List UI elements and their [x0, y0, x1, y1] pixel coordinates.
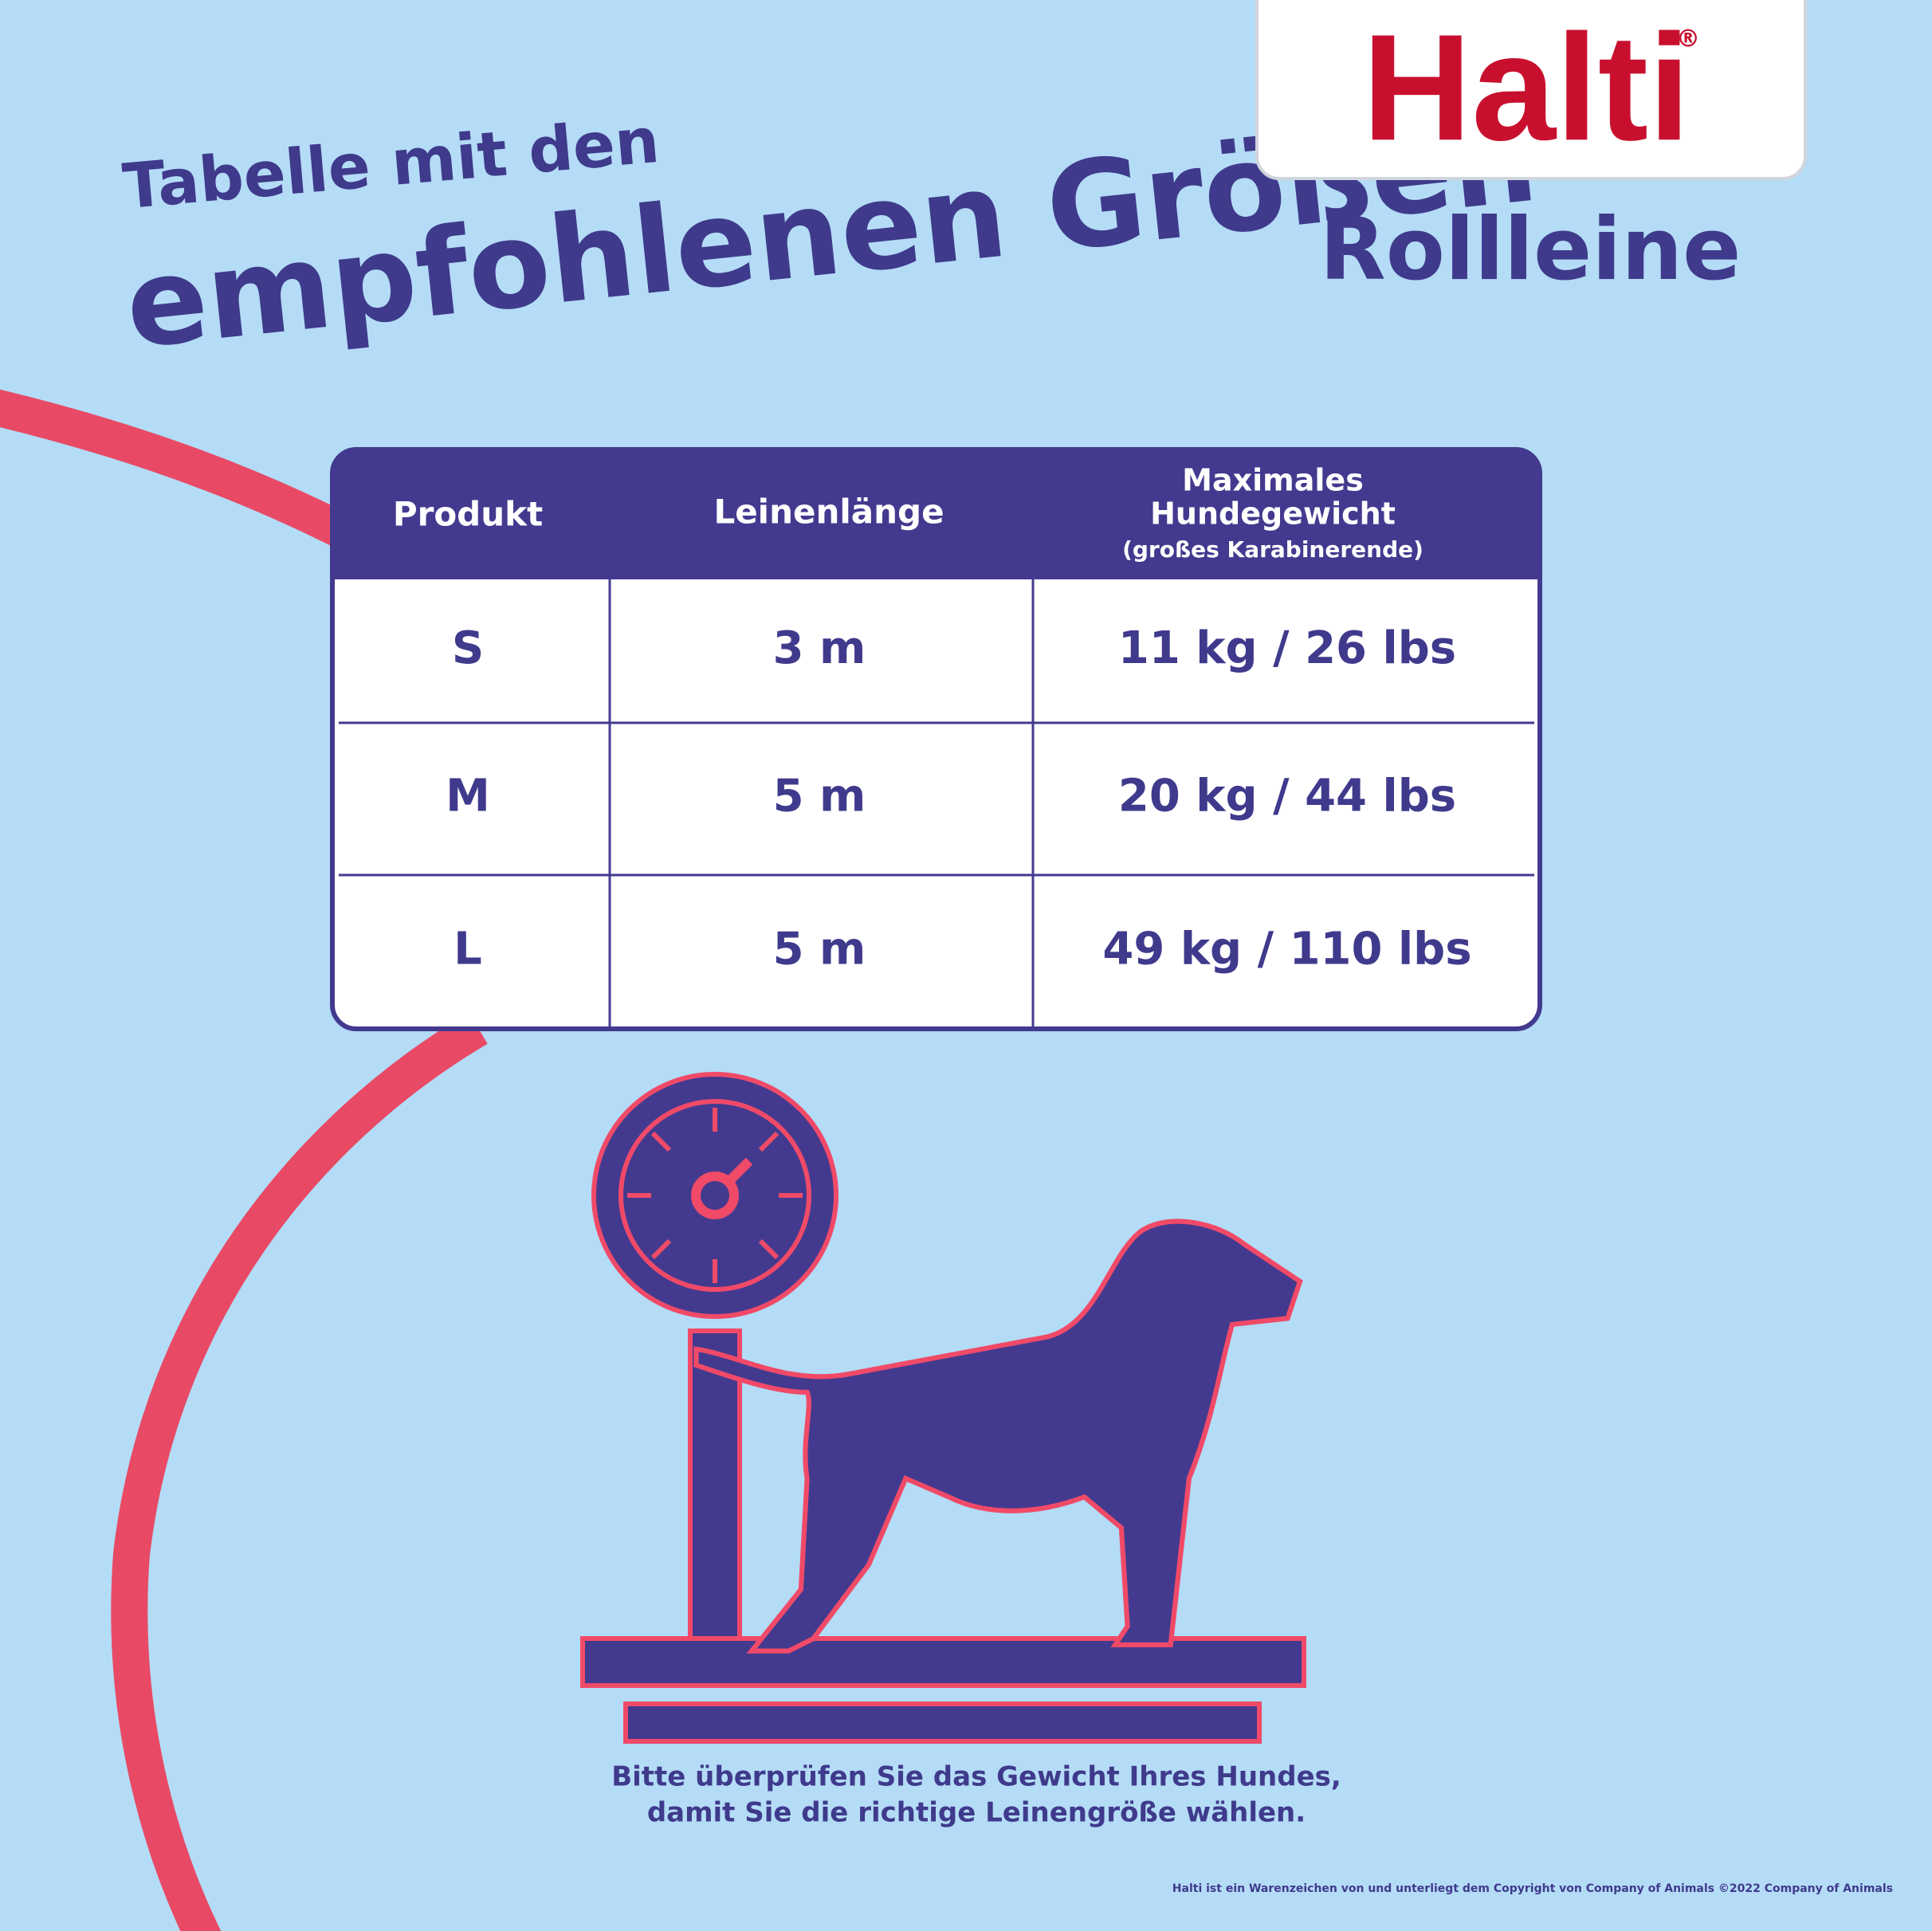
logo-mark: ® — [1676, 26, 1700, 53]
scale-dial-ring — [618, 1099, 811, 1292]
scale-base — [623, 1701, 1262, 1744]
table-header: Produkt — [393, 495, 543, 534]
illustration — [580, 1072, 1306, 1744]
table-cell: L — [454, 924, 482, 975]
table-cell: S — [452, 622, 484, 674]
table-cell: M — [446, 771, 490, 822]
table-header-note: (großes Karabinerende) — [1122, 536, 1423, 563]
table-header: Maximales — [1182, 463, 1364, 498]
note-line: Bitte überprüfen Sie das Gewicht Ihres H… — [611, 1761, 1341, 1793]
table: Produkt Leinenlänge Maximales Hundegewic… — [339, 463, 1534, 1029]
table-cell: 5 m — [773, 924, 866, 975]
logo-brand: Halti — [1362, 3, 1690, 172]
logo-box — [1255, 0, 1807, 180]
table-cell: 49 kg / 110 lbs — [1102, 924, 1471, 975]
leash-curve — [111, 1012, 488, 1931]
note-line: damit Sie die richtige Leinengröße wähle… — [647, 1797, 1306, 1829]
shape — [758, 1131, 779, 1152]
table-header: Hundegewicht — [1150, 496, 1396, 532]
table-cell: 5 m — [773, 771, 866, 822]
dog — [693, 1219, 1303, 1654]
scale-post — [688, 1329, 742, 1641]
table-cell: 11 kg / 26 lbs — [1118, 622, 1456, 674]
shape — [758, 1238, 779, 1260]
scale-ticks — [627, 1108, 803, 1283]
shape — [650, 1131, 672, 1152]
product-name: Rollleine — [1320, 200, 1742, 300]
scale-platform — [580, 1636, 1306, 1688]
table-header: Leinenlänge — [713, 493, 944, 532]
shape — [650, 1238, 672, 1260]
table-cell: 20 kg / 44 lbs — [1118, 771, 1456, 822]
footer: Halti ist ein Warenzeichen von und unter… — [1172, 1882, 1893, 1895]
scale-hub — [691, 1172, 739, 1219]
table-header-bg — [332, 449, 1540, 579]
table-cell: 3 m — [773, 622, 866, 674]
